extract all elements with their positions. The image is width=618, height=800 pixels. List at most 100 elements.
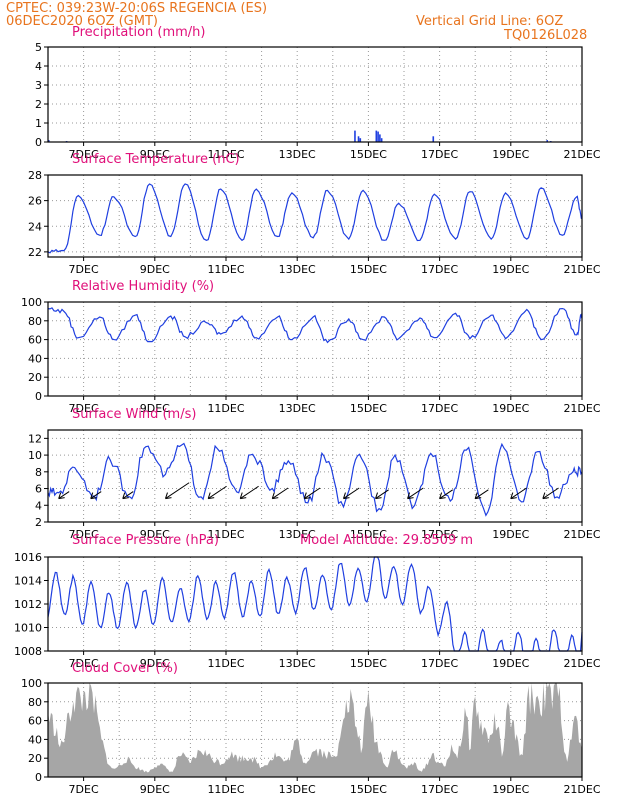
xtick-label: 9DEC [140,657,170,670]
ytick-label: 2 [35,98,42,111]
wind-arrow [510,487,527,499]
ytick-label: 28 [28,169,42,182]
xtick-label: 11DEC [207,528,244,541]
precip-bar [48,140,50,142]
ytick-label: 40 [28,352,42,365]
xtick-label: 21DEC [563,528,600,541]
wind-arrow-head [439,497,446,500]
panel-title-wind: Surface Wind (m/s) [72,407,196,422]
xtick-label: 17DEC [421,783,458,796]
temp-series-line [47,183,583,254]
panel-pres: Surface Pressure (hPa) Model Altitude: 29… [14,533,601,670]
wind-arrow-head [407,492,411,499]
panel-precip: Precipitation (mm/h) 0 1 2 3 4 5 7DEC 9DEC 11DEC 1… [35,25,601,161]
wind-arrow [343,487,360,499]
xtick-label: 11DEC [207,657,244,670]
wind-arrow-head [542,497,549,500]
wind-arrow [165,482,190,499]
xtick-label: 19DEC [492,657,529,670]
panel-title-precip: Precipitation (mm/h) [72,25,205,40]
wind-arrow [207,485,227,499]
panel-frame-pres [47,556,583,652]
ytick-label: 0 [35,390,42,403]
xtick-label: 7DEC [69,263,99,276]
wind-arrow [239,485,259,499]
cloud-area [48,683,582,777]
xtick-label: 13DEC [279,263,316,276]
xtick-label: 13DEC [279,148,316,161]
wind-arrow-head [122,497,129,500]
xtick-label: 7DEC [69,402,99,415]
xtick-label: 13DEC [279,402,316,415]
xtick-label: 19DEC [492,783,529,796]
wind-arrow-head [271,492,275,499]
xtick-label: 15DEC [350,783,387,796]
ytick-label: 60 [28,334,42,347]
xtick-label: 19DEC [492,263,529,276]
precip-bar [546,140,548,142]
xtick-label: 21DEC [563,148,600,161]
xtick-label: 13DEC [279,657,316,670]
wind-arrow-head [375,497,382,500]
wind-arrow-head [239,492,243,499]
xtick-label: 21DEC [563,402,600,415]
xtick-label: 7DEC [69,528,99,541]
ytick-label: 1 [35,117,42,130]
ytick-label: 8 [35,466,42,479]
xtick-label: 21DEC [563,783,600,796]
xtick-label: 11DEC [207,263,244,276]
precip-bar [379,134,381,142]
xtick-label: 21DEC [563,657,600,670]
ytick-label: 22 [28,246,42,259]
wind-arrow-head [343,497,350,500]
precip-bar [375,130,378,142]
panel-frame-temp [47,174,583,258]
precip-bar [354,130,356,142]
wind-arrow-head [475,497,482,500]
wind-arrow-head [165,492,168,499]
xtick-label: 21DEC [563,263,600,276]
wind-arrow [272,487,289,499]
ytick-label: 6 [35,483,42,496]
xtick-label: 9DEC [140,402,170,415]
panel-title-temp: Surface Temperature (nC) [72,152,240,167]
wind-arrow [407,487,424,499]
panel-title-cloud: Cloud Cover (%) [72,661,178,676]
ytick-label: 24 [28,220,42,233]
panel-rh: Relative Humidity (%) 0 20 40 60 80 100 7DEC 9DE… [21,279,601,415]
wind-arrow-head [207,492,211,499]
wind-arrow [474,489,489,499]
ytick-label: 5 [35,41,42,54]
wind-arrow-head [510,492,514,499]
panel-title-pres: Surface Pressure (hPa) [72,533,219,548]
xtick-label: 15DEC [350,148,387,161]
ytick-label: 40 [28,733,42,746]
wind-arrow [122,491,134,499]
xtick-label: 13DEC [279,528,316,541]
xtick-label: 17DEC [421,402,458,415]
panel-frame-precip [47,46,583,143]
panel-frame-rh [47,301,583,397]
ytick-label: 1010 [14,622,42,635]
panel-title-rh: Relative Humidity (%) [72,279,214,294]
wind-arrow-head [58,492,62,499]
xtick-label: 9DEC [140,783,170,796]
ytick-label: 1012 [14,598,42,611]
xtick-label: 17DEC [421,657,458,670]
ytick-label: 80 [28,696,42,709]
header-grid-note: Vertical Grid Line: 6OZ [416,14,563,29]
ytick-label: 0 [35,136,42,149]
ytick-label: 100 [21,677,42,690]
panel-wind: Surface Wind (m/s) 2 4 6 8 10 12 7DEC 9DEC 11DEC 1… [28,407,601,541]
wind-arrow-head [272,497,279,500]
panel-cloud: Cloud Cover (%) 0 20 40 60 80 100 7DEC 9DEC 11DEC… [21,661,601,796]
xtick-label: 7DEC [69,657,99,670]
panel-frame-wind [47,429,583,523]
wind-arrow-head [240,497,247,500]
wind-arrow-head [407,497,414,500]
wind-arrow-head [303,492,307,499]
ytick-label: 100 [21,296,42,309]
wind-arrow [542,487,559,499]
header-date: 06DEC2020 6OZ (GMT) [6,14,158,29]
